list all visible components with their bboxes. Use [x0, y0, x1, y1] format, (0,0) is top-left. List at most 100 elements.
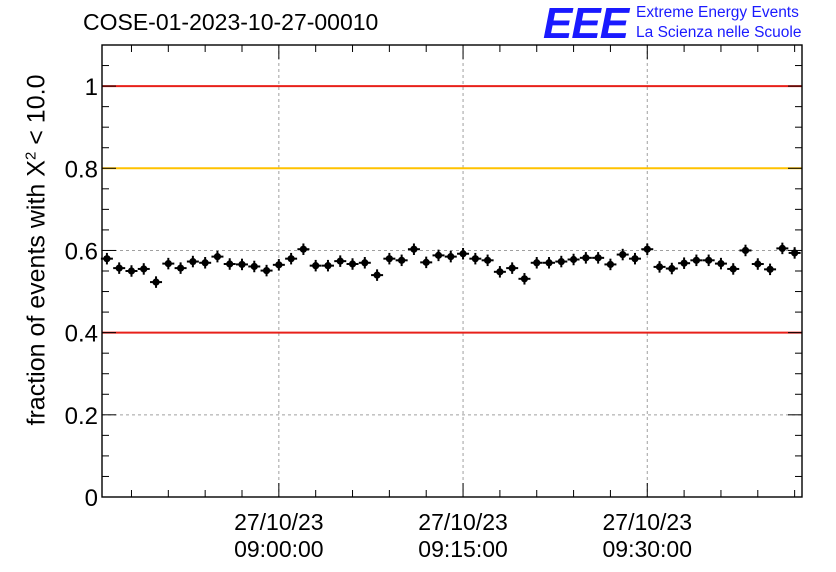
data-point: [186, 255, 199, 268]
point-marker: [373, 271, 381, 279]
eee-logo-text: Extreme Energy Events La Scienza nelle S…: [636, 3, 801, 43]
data-point: [137, 263, 150, 275]
point-marker: [594, 254, 602, 262]
data-point: [285, 252, 298, 265]
data-point: [592, 252, 605, 264]
data-point: [555, 255, 568, 268]
data-point: [641, 243, 654, 255]
point-marker: [127, 267, 136, 275]
point-marker: [557, 257, 565, 266]
point-marker: [643, 245, 651, 253]
data-point: [776, 242, 789, 255]
point-marker: [484, 256, 492, 264]
data-point: [690, 254, 703, 267]
point-marker: [692, 256, 700, 264]
point-marker: [569, 255, 578, 264]
data-points: [100, 242, 801, 288]
y-tick-label: 0.6: [65, 238, 98, 265]
point-marker: [201, 259, 209, 267]
x-tick-date-label: 27/10/23: [418, 509, 508, 535]
data-point: [457, 247, 470, 260]
point-marker: [250, 262, 258, 271]
data-point: [321, 259, 334, 272]
data-point: [739, 244, 752, 257]
chart-title: COSE-01-2023-10-27-00010: [83, 9, 379, 35]
x-tick-time-label: 09:15:00: [418, 536, 508, 562]
data-point: [678, 257, 691, 269]
point-marker: [140, 265, 148, 273]
point-marker: [778, 244, 786, 252]
data-point: [518, 273, 531, 285]
point-marker: [312, 262, 320, 270]
data-point: [616, 248, 629, 261]
data-point: [199, 257, 212, 269]
point-marker: [410, 245, 418, 253]
point-marker: [717, 260, 725, 268]
data-point: [272, 259, 285, 271]
point-marker: [422, 258, 430, 266]
point-marker: [238, 260, 246, 269]
y-axis-label: fraction of events with X2 < 10.0: [22, 75, 51, 426]
point-marker: [631, 255, 639, 263]
point-marker: [152, 278, 160, 286]
y-tick-label: 0.8: [65, 156, 98, 183]
point-marker: [741, 246, 750, 255]
point-marker: [213, 253, 222, 261]
logo-line-2: La Scienza nelle Scuole: [636, 24, 802, 41]
x-tick-date-label: 27/10/23: [234, 509, 324, 535]
data-point: [751, 258, 764, 270]
grid-lines: [102, 45, 802, 497]
point-marker: [115, 264, 123, 272]
x-tick-time-label: 09:00:00: [234, 536, 324, 562]
data-point: [653, 261, 666, 273]
point-marker: [262, 266, 271, 275]
point-marker: [668, 264, 676, 273]
x-tick-date-label: 27/10/23: [602, 509, 692, 535]
y-tick-label: 0.4: [65, 321, 98, 348]
data-point: [469, 252, 482, 265]
y-axis-label-prefix: fraction of events with: [22, 183, 51, 426]
data-point: [211, 250, 224, 263]
y-axis-label-symbol: X: [22, 160, 51, 177]
data-point: [481, 254, 494, 267]
point-marker: [496, 268, 504, 276]
point-marker: [336, 257, 344, 265]
y-axis: 0 0.2 0.4 0.6 0.8 1: [65, 44, 802, 512]
point-marker: [299, 245, 308, 253]
data-point: [727, 263, 740, 275]
point-marker: [189, 257, 197, 266]
data-point: [665, 262, 678, 275]
point-marker: [655, 263, 664, 271]
data-point: [579, 252, 592, 264]
data-point: [100, 252, 113, 265]
plot-frame: [101, 44, 803, 498]
data-point: [628, 252, 641, 265]
x-axis: 27/10/2309:00:0027/10/2309:15:0027/10/23…: [130, 45, 796, 562]
point-marker: [729, 265, 737, 273]
point-marker: [447, 253, 455, 261]
point-marker: [398, 256, 406, 264]
point-marker: [754, 260, 762, 268]
point-marker: [533, 259, 541, 267]
point-marker: [324, 262, 332, 270]
point-marker: [508, 264, 516, 272]
data-point: [444, 250, 457, 263]
data-point: [162, 257, 175, 270]
data-point: [543, 257, 556, 269]
y-tick-label: 1: [85, 74, 98, 101]
reference-lines: [102, 85, 802, 334]
data-point: [297, 243, 310, 255]
data-point: [567, 253, 580, 266]
data-point: [407, 243, 420, 255]
point-marker: [275, 261, 283, 269]
point-marker: [164, 260, 172, 268]
point-marker: [434, 251, 443, 259]
y-axis-label-suffix: < 10.0: [22, 74, 51, 145]
data-point: [371, 269, 384, 281]
data-point: [604, 258, 617, 271]
data-point: [346, 258, 359, 270]
point-marker: [287, 255, 295, 263]
point-marker: [606, 260, 615, 269]
data-point: [358, 257, 371, 269]
